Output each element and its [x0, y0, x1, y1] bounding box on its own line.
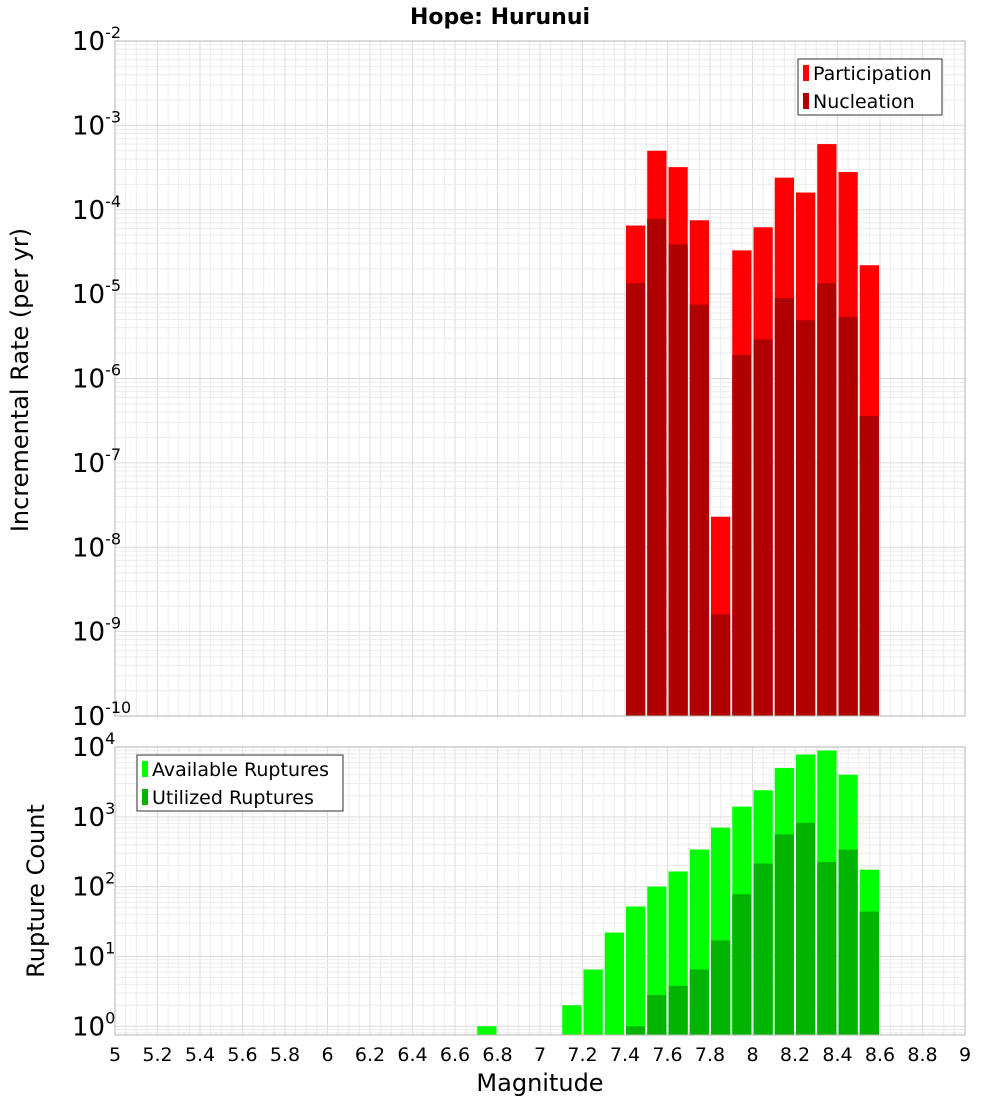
top-legend: Participation Nucleation — [797, 58, 943, 116]
chart-title: Hope: Hurunui — [410, 5, 590, 30]
bottom-y-axis-label: Rupture Count — [22, 804, 50, 978]
x-tick-label: 6.8 — [482, 1044, 512, 1066]
x-tick-label: 6.2 — [355, 1044, 385, 1066]
bottom-bar — [774, 834, 794, 1035]
top-y-tick-label: 10-7 — [72, 445, 121, 479]
top-bar — [647, 218, 667, 716]
top-bar — [796, 320, 816, 716]
bottom-y-tick-label: 103 — [72, 799, 115, 833]
top-bar — [668, 244, 688, 716]
x-tick-label: 7.8 — [695, 1044, 725, 1066]
top-legend-label: Nucleation — [813, 91, 915, 113]
bottom-legend: Available Ruptures Utilized Ruptures — [136, 754, 344, 812]
top-y-tick-label: 10-5 — [72, 276, 121, 310]
top-bar — [859, 415, 879, 716]
bottom-plot-frame — [114, 746, 966, 1036]
x-tick-label: 6 — [321, 1044, 333, 1066]
bottom-legend-swatch — [142, 761, 148, 777]
top-y-tick-label: 10-9 — [72, 614, 121, 648]
top-bar — [732, 354, 752, 716]
bottom-bar — [477, 1026, 497, 1035]
bottom-bar — [711, 940, 731, 1035]
bottom-bar — [838, 849, 858, 1035]
top-y-tick-label: 10-3 — [72, 107, 121, 141]
bottom-series-1 — [626, 822, 879, 1035]
top-bar — [753, 339, 773, 716]
rate-panel: 10-10 10-9 10-8 10-7 10-6 10-5 10-4 10-3 10-2 Par… — [72, 23, 966, 732]
x-tick-label: 7.2 — [567, 1044, 597, 1066]
top-legend-swatch — [803, 93, 809, 109]
bottom-bar — [817, 862, 837, 1035]
x-tick-label: 9 — [959, 1044, 971, 1066]
bottom-y-tick-label: 102 — [72, 869, 115, 903]
top-y-tick-label: 10-10 — [72, 698, 131, 732]
top-legend-swatch — [803, 65, 809, 81]
bottom-bar — [732, 894, 752, 1035]
bottom-y-tick-label: 100 — [72, 1008, 115, 1042]
top-bar — [817, 283, 837, 716]
bottom-bar — [753, 863, 773, 1035]
bottom-legend-swatch — [142, 789, 148, 805]
top-plot-frame — [114, 40, 966, 717]
top-bar — [626, 283, 646, 716]
bottom-bar — [583, 969, 603, 1035]
top-y-tick-label: 10-8 — [72, 529, 121, 563]
bottom-y-tick-label: 104 — [72, 729, 115, 763]
top-legend-label: Participation — [813, 63, 932, 85]
bottom-bar — [668, 985, 688, 1035]
x-tick-label: 6.4 — [397, 1044, 427, 1066]
x-tick-label: 8.2 — [780, 1044, 810, 1066]
top-y-tick-label: 10-6 — [72, 361, 121, 395]
top-legend-box — [797, 58, 943, 116]
x-tick-label: 8 — [746, 1044, 758, 1066]
x-tick-label: 5.2 — [142, 1044, 172, 1066]
top-bar — [711, 614, 731, 716]
x-tick-label: 5.6 — [227, 1044, 257, 1066]
top-grid — [114, 40, 966, 717]
x-tick-label: 5.4 — [185, 1044, 215, 1066]
top-series-1 — [626, 218, 879, 716]
x-tick-label: 7.6 — [652, 1044, 682, 1066]
x-axis-label: Magnitude — [476, 1069, 603, 1097]
x-tick-label: 7.4 — [610, 1044, 640, 1066]
top-y-axis-label: Incremental Rate (per yr) — [6, 228, 34, 532]
x-tick-label: 8.8 — [907, 1044, 937, 1066]
bottom-legend-box — [136, 754, 344, 812]
x-tick-label: 8.4 — [822, 1044, 852, 1066]
top-bar — [838, 316, 858, 716]
x-tick-label: 6.6 — [440, 1044, 470, 1066]
bottom-legend-label: Available Ruptures — [152, 759, 329, 781]
rupture-count-panel: 100 101 102 103 104 Available Ruptures Utilize… — [72, 729, 971, 1066]
bottom-bar — [859, 911, 879, 1035]
bottom-bar — [604, 932, 624, 1035]
bottom-bar — [626, 1026, 646, 1035]
x-tick-label: 5.8 — [270, 1044, 300, 1066]
top-bar — [689, 304, 709, 716]
bottom-bar — [796, 822, 816, 1035]
top-y-tick-label: 10-2 — [72, 23, 121, 57]
x-tick-label: 5 — [109, 1044, 121, 1066]
top-y-tick-label: 10-4 — [72, 192, 121, 226]
bottom-y-tick-label: 101 — [72, 939, 115, 973]
top-bar — [774, 297, 794, 716]
bottom-bar — [647, 995, 667, 1035]
bottom-bar — [689, 969, 709, 1035]
bottom-bar — [562, 1005, 582, 1035]
bottom-bar — [626, 906, 646, 1035]
x-tick-label: 7 — [534, 1044, 546, 1066]
bottom-legend-label: Utilized Ruptures — [152, 787, 314, 809]
x-tick-label: 8.6 — [865, 1044, 895, 1066]
